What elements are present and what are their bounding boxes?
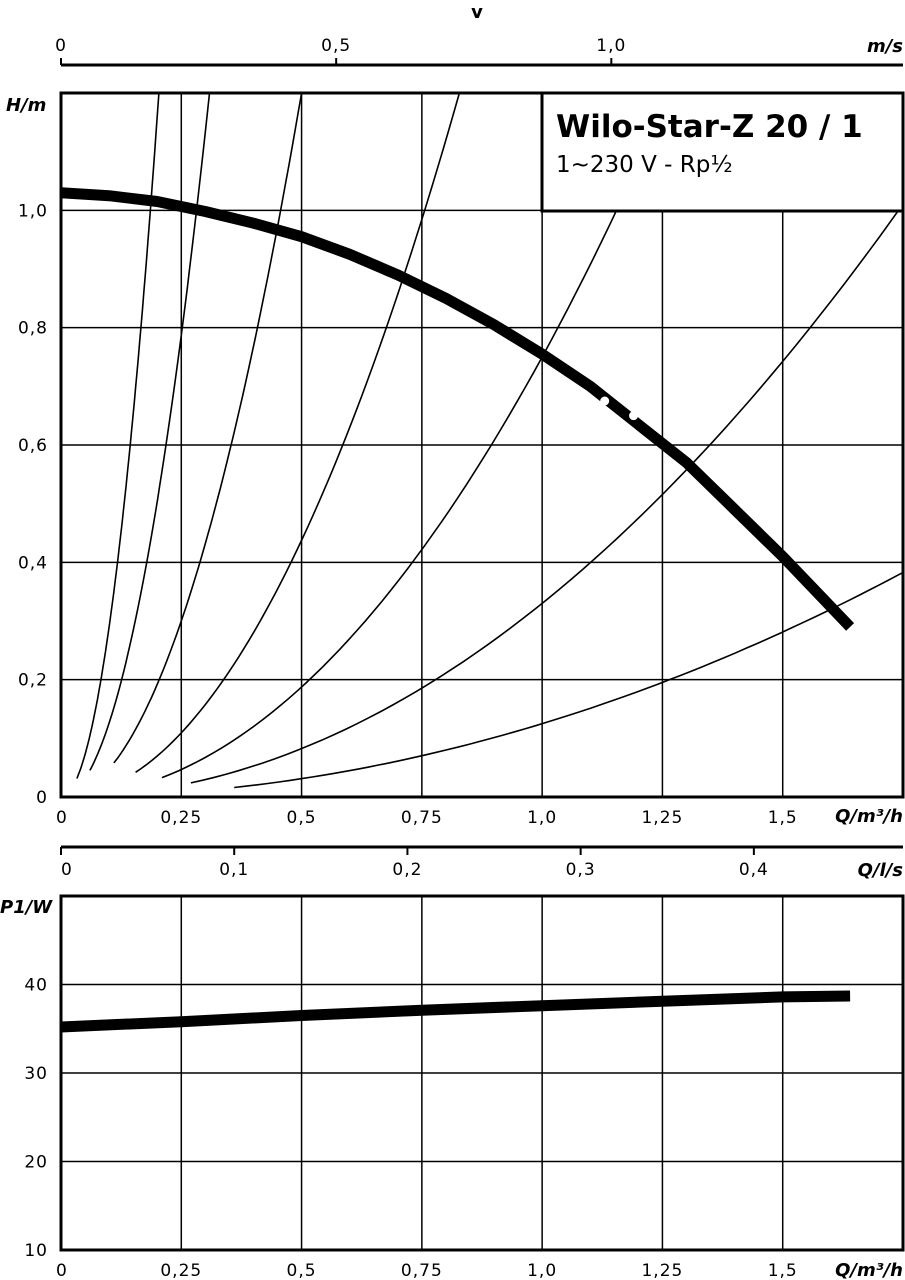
power-grid [61,896,903,1250]
head-y-tick-label: 1,0 [18,201,48,221]
head-y-ticks: 0 0,2 0,4 0,6 0,8 1,0 [18,201,48,808]
flow-ls-axis: Q/l/s 0 0,1 0,2 0,3 0,4 [60,845,904,881]
flow-ls-tick-label: 0 [61,860,73,880]
head-x-tick-label: 0 [56,808,68,828]
pump-curve [60,187,855,631]
flow-ls-tick-label: 0,3 [566,860,596,880]
power-x-tick-label: 0,25 [160,1261,202,1280]
system-curve [135,92,461,773]
power-curve-group [60,990,851,1033]
title-box [540,91,905,213]
power-plot-frame [59,894,905,1252]
chart-subtitle: 1~230 V - Rp½ [556,152,733,178]
system-curve [161,92,671,779]
power-y-ticks: 10 20 30 40 [24,976,48,1262]
velocity-axis: v m/s 0 0,5 1,0 [55,2,903,67]
head-plot-frame [59,91,905,799]
system-curve [76,92,160,779]
chart-title: Wilo-Star-Z 20 / 1 [556,109,863,145]
system-curve [190,203,904,784]
head-chart: Wilo-Star-Z 20 / 1 1~230 V - Rp½ H/m 0 0,… [6,91,905,828]
head-x-tick-label: 0,25 [160,808,202,828]
power-x-tick-label: 1,0 [527,1261,557,1280]
power-x-ticks: 0 0,25 0,5 0,75 1,0 1,25 1,5 [56,1261,798,1280]
head-x-tick-label: 1,5 [768,808,798,828]
velocity-axis-unit: m/s [867,36,903,57]
pump-curve-gap [600,396,610,406]
power-y-tick-label: 30 [24,1064,48,1084]
system-curve [234,571,904,789]
head-x-axis-unit: Q/m³/h [835,806,903,827]
velocity-axis-label: v [471,2,483,23]
head-grid [61,93,903,797]
power-curve [60,990,851,1033]
power-chart: P1/W 10 20 30 40 0 0,25 0,5 0,75 1,0 1,25 1,5 Q/m… [0,894,905,1280]
system-curves [76,92,904,789]
power-x-tick-label: 0 [56,1261,68,1280]
head-y-tick-label: 0 [36,788,48,808]
head-x-tick-label: 0,75 [401,808,443,828]
head-x-tick-label: 1,25 [641,808,683,828]
head-y-tick-label: 0,8 [18,319,48,339]
flow-ls-axis-unit: Q/l/s [858,860,904,881]
flow-ls-tick-label: 0,4 [739,860,769,880]
head-x-tick-label: 1,0 [527,808,557,828]
head-x-ticks: 0 0,25 0,5 0,75 1,0 1,25 1,5 [56,808,798,828]
velocity-tick-label: 1,0 [596,36,626,56]
power-x-tick-label: 0,75 [401,1261,443,1280]
power-x-tick-label: 1,5 [768,1261,798,1280]
system-curve [113,92,303,764]
flow-ls-tick-label: 0,1 [219,860,249,880]
flow-ls-tick-label: 0,2 [392,860,422,880]
head-y-tick-label: 0,6 [18,436,48,456]
head-y-tick-label: 0,4 [18,553,48,573]
power-x-tick-label: 1,25 [641,1261,683,1280]
head-y-tick-label: 0,2 [18,671,48,691]
power-y-tick-label: 10 [24,1241,48,1261]
system-curve [89,92,211,771]
head-axis-label: H/m [6,95,46,116]
power-x-axis-unit: Q/m³/h [835,1260,903,1280]
pump-curve-group [60,187,855,631]
velocity-tick-label: 0,5 [321,36,351,56]
velocity-tick-label: 0 [55,36,67,56]
pump-curve-gap [629,411,639,421]
power-y-tick-label: 20 [24,1153,48,1173]
power-axis-label: P1/W [0,897,53,918]
head-x-tick-label: 0,5 [287,808,317,828]
power-x-tick-label: 0,5 [287,1261,317,1280]
power-y-tick-label: 40 [24,976,48,996]
